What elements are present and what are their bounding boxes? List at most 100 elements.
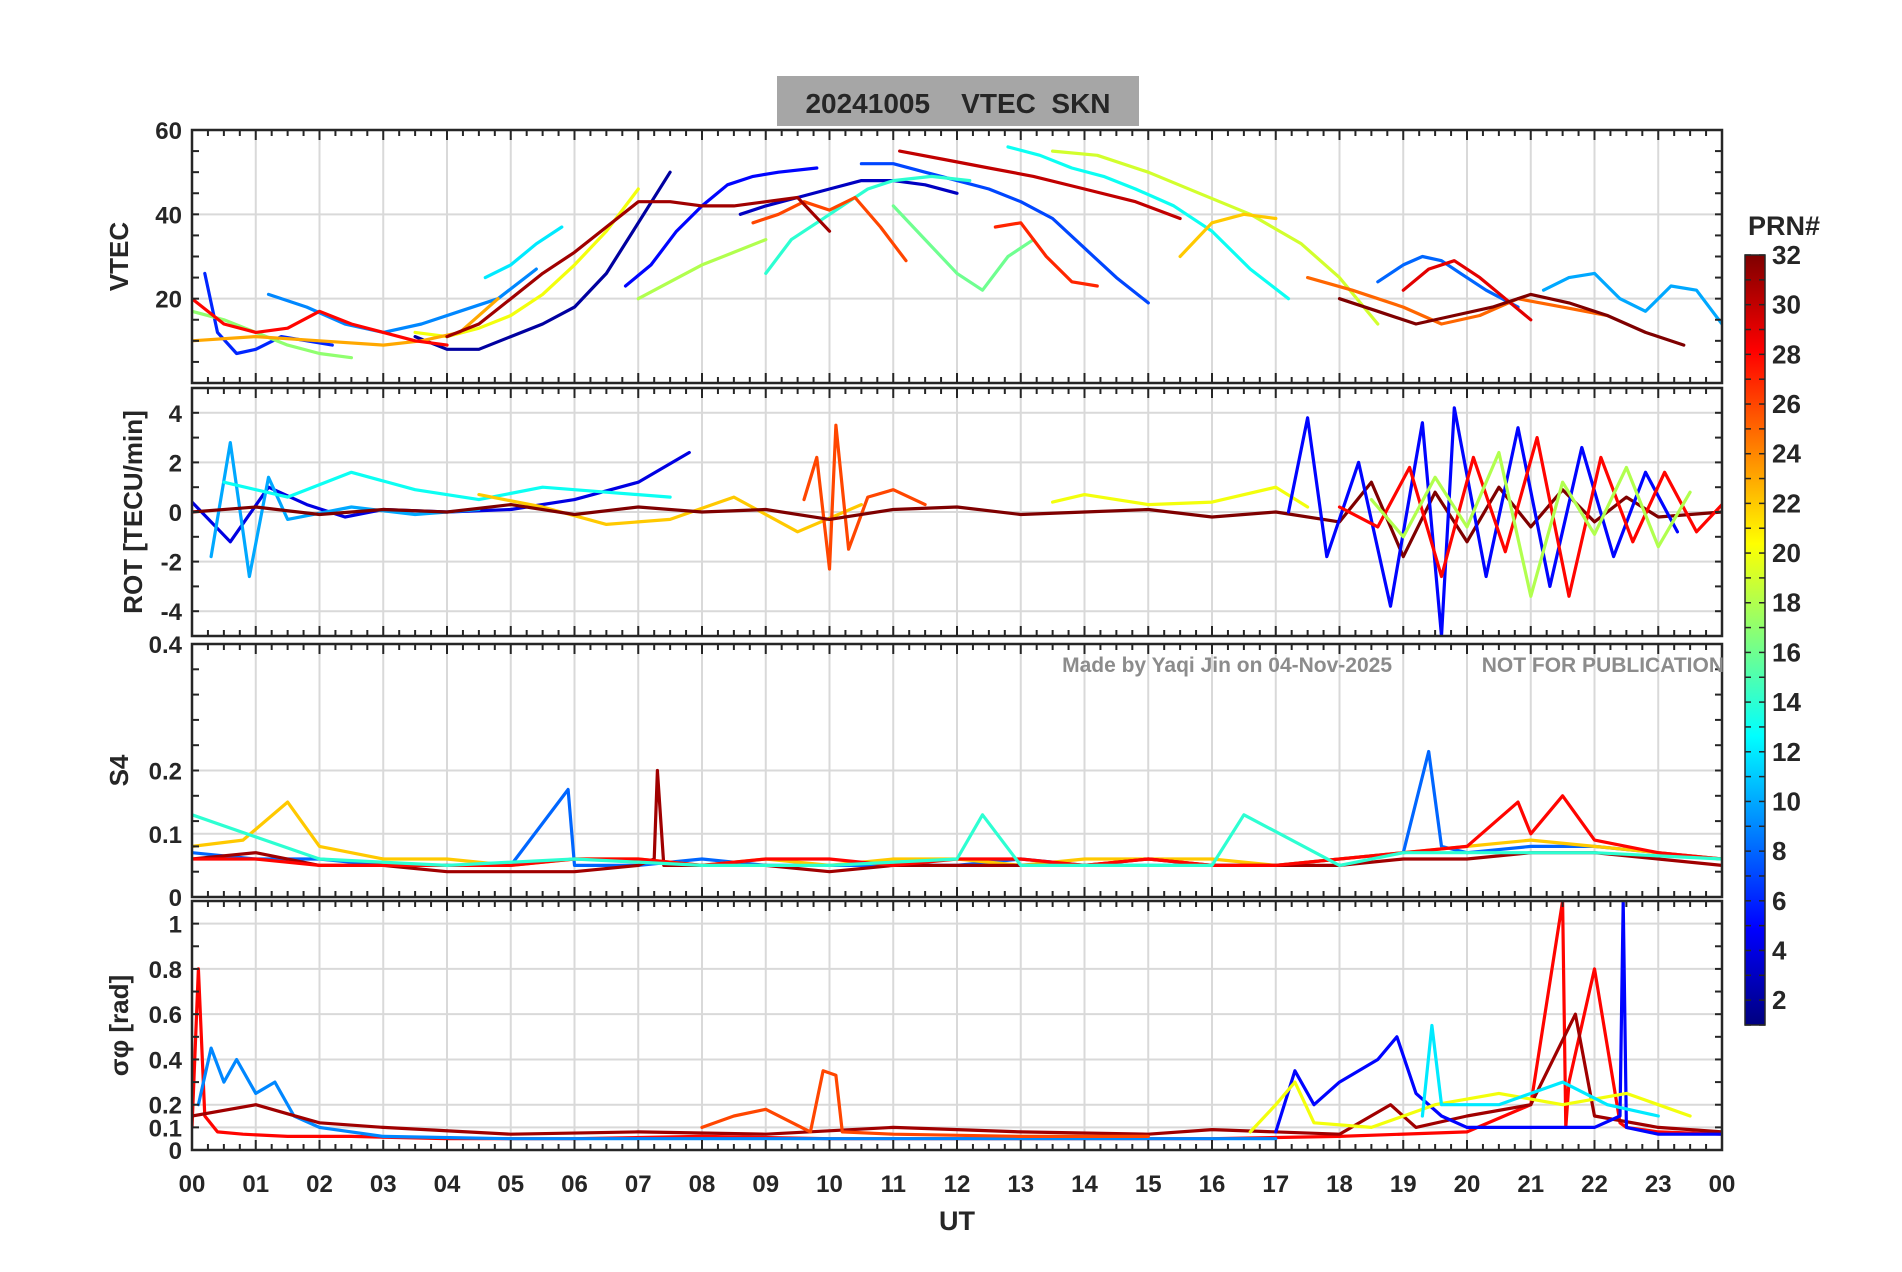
x-tick-label: 11 — [881, 1171, 906, 1198]
y-tick-label: 0.4 — [149, 1047, 183, 1074]
x-tick-label: 06 — [561, 1171, 588, 1198]
series-line-prn-12 — [483, 225, 564, 280]
panel-s4-series — [192, 749, 1722, 874]
x-tick-label: 16 — [1199, 1171, 1226, 1198]
colorbar-tick-label: 14 — [1772, 687, 1801, 717]
series-line-prn-12 — [1420, 1023, 1660, 1118]
y-tick-label: 0.6 — [149, 1002, 182, 1029]
y-tick-label: 0 — [169, 1138, 182, 1165]
panel-rot-frame — [190, 386, 1724, 638]
x-tick-label: 20 — [1454, 1171, 1481, 1198]
y-tick-label: 0.4 — [149, 632, 183, 659]
x-axis-tick-labels: 00 01 02 03 04 05 06 07 08 09 10 11 12 13 14 15 16 17 18 19… — [179, 1171, 1736, 1198]
series-line-prn-25 — [1305, 276, 1609, 326]
series-line-prn-28 — [192, 297, 449, 347]
series-line-prn-9 — [196, 1046, 1278, 1141]
series-line-prn-32 — [1337, 292, 1686, 347]
y-axis-label-s4: S4 — [104, 754, 134, 786]
y-axis-label-vtec: VTEC — [104, 222, 134, 292]
y-tick-label: -2 — [161, 550, 182, 577]
x-axis-label: UT — [939, 1206, 975, 1236]
panel-s4-frame — [190, 642, 1724, 899]
x-tick-label: 01 — [242, 1171, 269, 1198]
series-line-prn-18 — [636, 238, 768, 301]
series-line-prn-18 — [1369, 450, 1692, 598]
x-tick-label: 13 — [1007, 1171, 1034, 1198]
y-tick-label: 0 — [169, 885, 182, 912]
colorbar-tick-label: 32 — [1772, 240, 1801, 270]
y-tick-label: 2 — [169, 450, 182, 477]
series-line-prn-30 — [897, 149, 1182, 221]
series-line-prn-14 — [192, 813, 1722, 868]
x-tick-label: 00 — [179, 1171, 206, 1198]
series-line-prn-10 — [1541, 271, 1722, 326]
y-tick-label: 60 — [155, 118, 182, 145]
title-background — [777, 76, 1139, 126]
series-line-prn-20 — [1050, 485, 1310, 509]
colorbar-tick-label: 16 — [1772, 637, 1801, 667]
colorbar-tick-label: 4 — [1772, 935, 1787, 965]
panel-sigma_phi-frame — [190, 899, 1724, 1152]
series-line-prn-31 — [192, 1012, 1722, 1136]
colorbar-label: PRN# — [1748, 211, 1820, 241]
y-tick-label: 4 — [169, 401, 183, 428]
x-tick-label: 19 — [1390, 1171, 1417, 1198]
series-line-prn-10 — [209, 441, 481, 579]
series-line-prn-22 — [477, 493, 864, 534]
colorbar-tick-label: 28 — [1772, 339, 1801, 369]
panel-vtec-series — [192, 145, 1722, 360]
colorbar-tick-label: 2 — [1772, 985, 1786, 1015]
series-line-prn-31 — [445, 195, 832, 339]
colorbar-tick-label: 18 — [1772, 588, 1801, 618]
panel-rot-series — [192, 406, 1722, 636]
series-line-prn-8 — [1376, 254, 1520, 309]
series-line-prn-19 — [1050, 149, 1380, 326]
series-line-prn-31 — [192, 768, 1722, 874]
series-line-prn-2 — [413, 170, 672, 351]
x-tick-label: 12 — [944, 1171, 971, 1198]
series-line-prn-26 — [802, 423, 927, 571]
panel-rot: -4 -2 0 2 4 ROT [TECU/min] — [118, 386, 1724, 638]
colorbar-tick-label: 10 — [1772, 786, 1801, 816]
colorbar-tick-label: 30 — [1772, 290, 1801, 320]
colorbar-tick-label: 22 — [1772, 488, 1801, 518]
panel-sigma_phi-series — [192, 901, 1722, 1141]
y-tick-label: -4 — [161, 599, 183, 626]
chart-title: 20241005 VTEC SKN — [805, 88, 1110, 119]
x-tick-label: 02 — [306, 1171, 333, 1198]
colorbar-tick-label: 12 — [1772, 737, 1801, 767]
series-line-prn-9 — [266, 267, 538, 334]
watermark-author: Made by Yaqi Jin on 04-Nov-2025 — [1062, 654, 1392, 677]
y-tick-label: 0.2 — [149, 759, 182, 786]
y-tick-label: 0.2 — [149, 1093, 182, 1120]
title-box: 20241005 VTEC SKN — [777, 76, 1139, 126]
x-tick-label: 10 — [816, 1171, 843, 1198]
panel-s4: 0 0.1 0.2 0.4 S4 — [104, 632, 1724, 912]
y-tick-label: 40 — [155, 202, 182, 229]
panel-sigma_phi: 00.10.2 0.4 0.6 0.8 1 σφ [rad] — [104, 899, 1724, 1165]
series-line-prn-13 — [1006, 145, 1291, 301]
colorbar-tick-label: 8 — [1772, 836, 1786, 866]
panel-vtec-frame — [190, 128, 1724, 385]
y-tick-label: 0.8 — [149, 957, 182, 984]
series-line-prn-3 — [738, 179, 959, 216]
series-line-prn-16 — [891, 204, 1036, 292]
x-tick-label: 00 — [1709, 1171, 1736, 1198]
x-tick-label: 21 — [1517, 1171, 1544, 1198]
x-tick-label: 05 — [497, 1171, 524, 1198]
panel-vtec: 20 40 60 VTEC — [104, 118, 1724, 385]
series-line-prn-5 — [1286, 406, 1680, 636]
series-line-prn-13 — [222, 470, 672, 502]
y-axis-label-rot: ROT [TECU/min] — [118, 410, 148, 614]
x-tick-label: 09 — [752, 1171, 779, 1198]
x-tick-label: 22 — [1581, 1171, 1608, 1198]
series-line-prn-26 — [751, 195, 908, 263]
colorbar-tick-label: 26 — [1772, 389, 1801, 419]
colorbar-gradient — [1744, 254, 1766, 1026]
y-tick-label: 0 — [169, 500, 182, 527]
series-line-prn-5 — [1274, 901, 1722, 1136]
colorbar-tick-label: 6 — [1772, 886, 1786, 916]
y-tick-label: 0.1 — [149, 1115, 182, 1142]
